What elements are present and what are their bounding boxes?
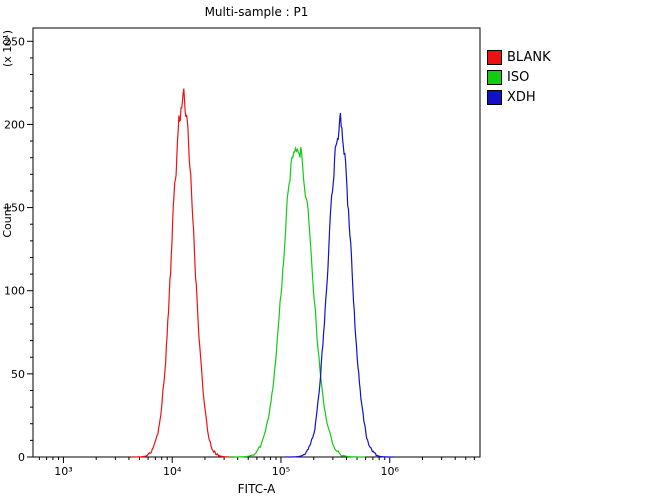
- legend-item-xdh: XDH: [487, 87, 551, 107]
- legend-swatch-xdh: [487, 89, 502, 105]
- legend-swatch-blank: [487, 49, 502, 65]
- legend-item-blank: BLANK: [487, 47, 551, 67]
- curve-iso: [229, 146, 366, 458]
- legend-label-iso: ISO: [507, 69, 530, 85]
- x-tick-label: 10³: [54, 465, 72, 478]
- y-tick-label: 200: [4, 118, 25, 131]
- curve-xdh: [284, 112, 395, 458]
- chart-title: Multi-sample : P1: [204, 5, 309, 19]
- y-tick-label: 100: [4, 285, 25, 298]
- x-axis-label: FITC-A: [237, 482, 276, 496]
- legend-swatch-iso: [487, 69, 502, 85]
- x-tick-label: 10⁵: [272, 465, 290, 478]
- plot-border: [32, 27, 481, 458]
- curve-blank: [130, 88, 236, 458]
- y-axis-label: Count: [1, 205, 14, 238]
- legend: BLANK ISO XDH: [487, 47, 551, 107]
- y-tick-label: 0: [18, 451, 25, 464]
- y-tick-label: 250: [4, 35, 25, 48]
- x-tick-label: 10⁶: [381, 465, 400, 478]
- y-axis-multiplier-label: (x 10¹): [1, 30, 14, 67]
- legend-item-iso: ISO: [487, 67, 551, 87]
- legend-label-xdh: XDH: [507, 89, 536, 105]
- y-tick-label: 50: [11, 368, 25, 381]
- legend-label-blank: BLANK: [507, 49, 551, 65]
- y-tick-label: 150: [4, 202, 25, 215]
- x-tick-label: 10⁴: [163, 465, 182, 478]
